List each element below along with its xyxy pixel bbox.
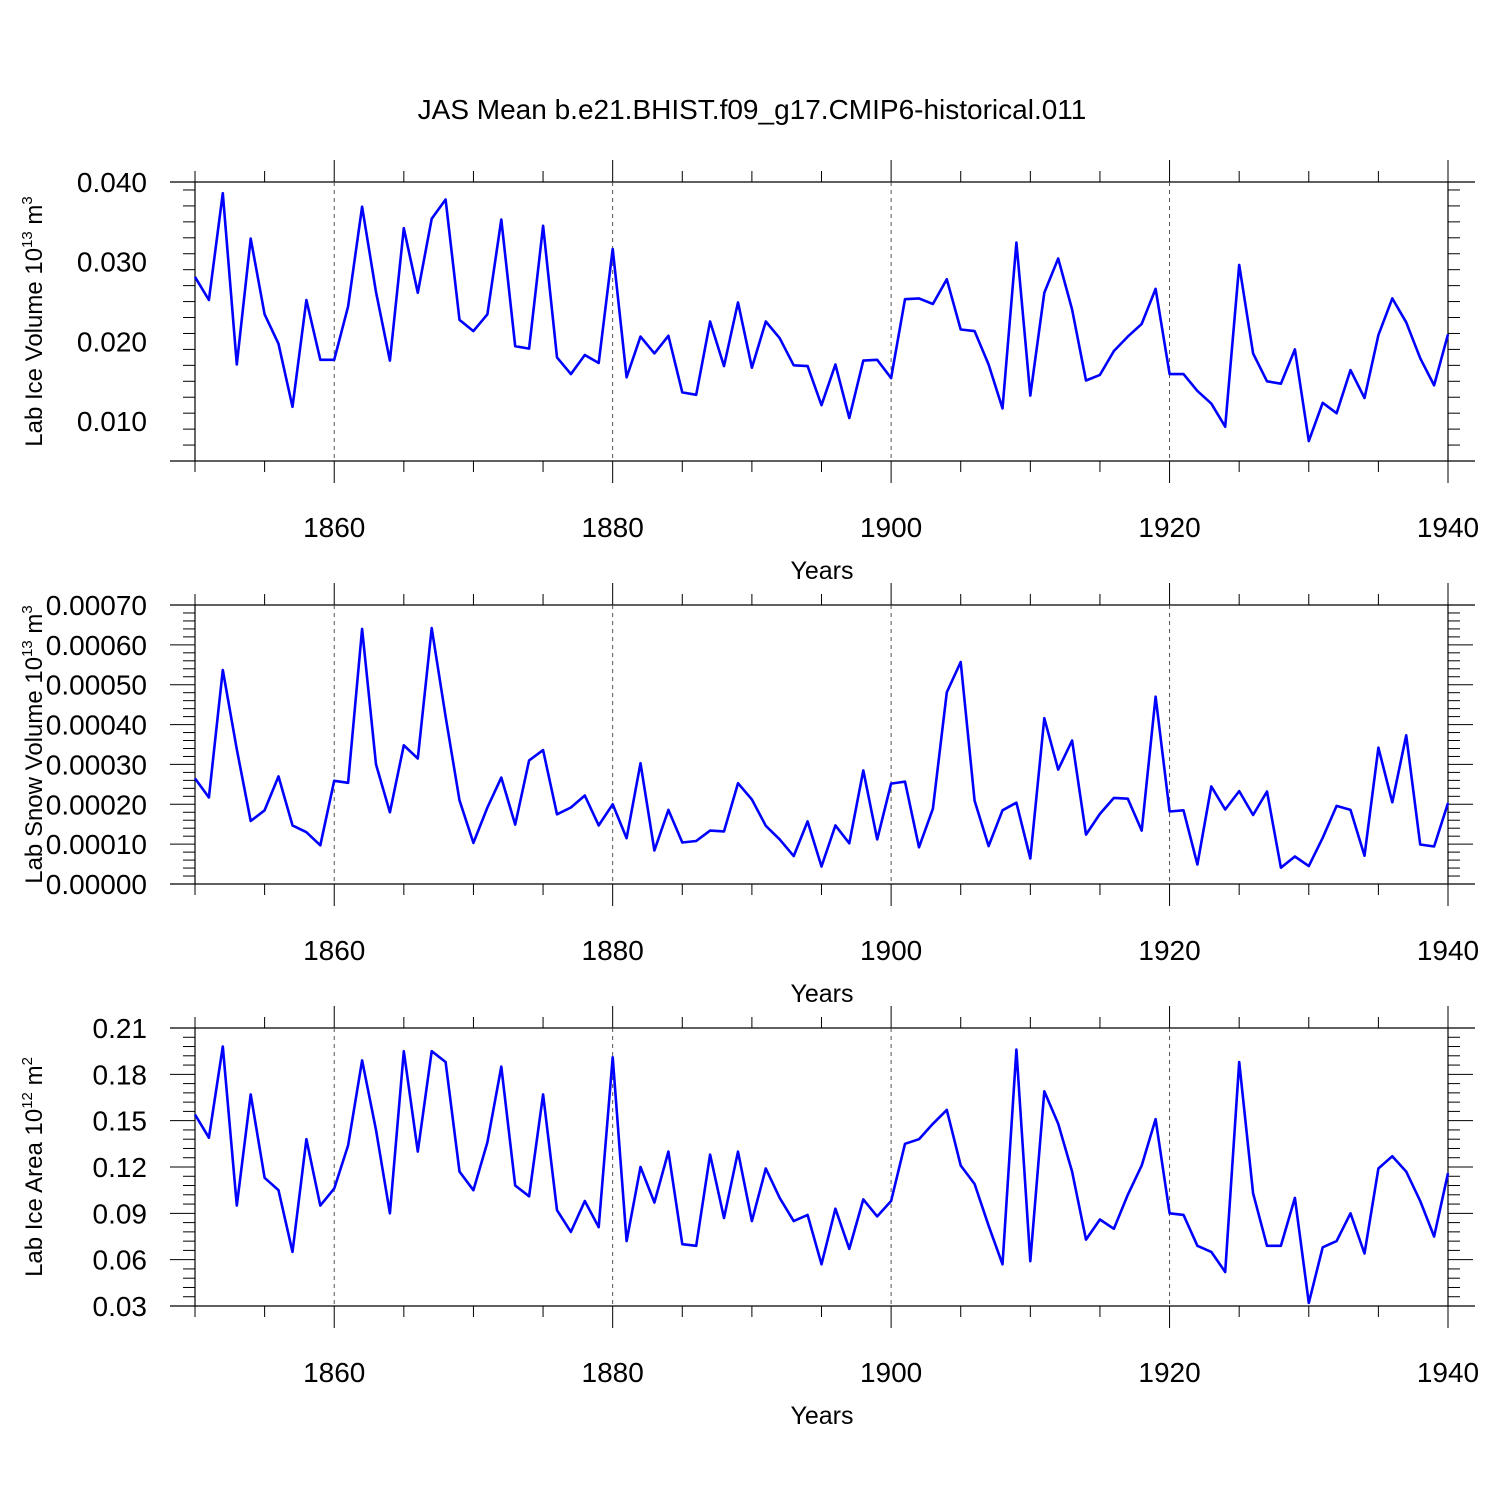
- chart-panel-3: 1860 1880 1900 1920 1940 Years 0.03 0.06 0.09 0.1…: [19, 1006, 1479, 1430]
- chart-panel-1: 1860 1880 1900 1920 1940 Years 0.010 0.020 0.030…: [19, 160, 1479, 585]
- y-tick-label-2: 0.09: [93, 1198, 148, 1229]
- y-tick-label-0: 0.00000: [46, 869, 147, 900]
- y-axis-label: Lab Snow Volume 1013 m3: [19, 605, 48, 884]
- y-tick-label-1: 0.020: [77, 326, 147, 357]
- x-tick-label-1860: 1860: [303, 512, 365, 543]
- y-tick-label-2: 0.00020: [46, 789, 147, 820]
- data-series-line: [193, 191, 1450, 443]
- y-tick-label-7: 0.00070: [46, 590, 147, 621]
- x-tick-label-1900: 1900: [860, 935, 922, 966]
- x-tick-label-1860: 1860: [303, 1357, 365, 1388]
- x-tick-label-1880: 1880: [582, 935, 644, 966]
- y-tick-label-4: 0.15: [93, 1106, 148, 1137]
- y-axis-label: Lab Ice Volume 1013 m3: [19, 196, 48, 447]
- x-tick-label-1920: 1920: [1138, 512, 1200, 543]
- chart-panels: 1860 1880 1900 1920 1940Years0.0100.0200.030…: [19, 160, 1479, 1430]
- y-tick-label-0: 0.010: [77, 406, 147, 437]
- y-tick-label-6: 0.00060: [46, 630, 147, 661]
- x-tick-label-1940: 1940: [1417, 1357, 1479, 1388]
- y-tick-label-3: 0.040: [77, 167, 147, 198]
- chart-title: JAS Mean b.e21.BHIST.f09_g17.CMIP6-histo…: [418, 94, 1087, 125]
- x-tick-label-1920: 1920: [1138, 935, 1200, 966]
- y-tick-label-3: 0.00030: [46, 749, 147, 780]
- x-tick-label-1920: 1920: [1138, 1357, 1200, 1388]
- y-tick-label-3: 0.12: [93, 1152, 148, 1183]
- x-tick-label-1900: 1900: [860, 512, 922, 543]
- data-series-line: [193, 626, 1450, 870]
- x-tick-label-1880: 1880: [582, 1357, 644, 1388]
- x-axis-label: Years: [790, 1402, 853, 1430]
- y-tick-label-6: 0.21: [93, 1013, 148, 1044]
- y-axis-label: Lab Ice Area 1012 m2: [19, 1057, 48, 1277]
- y-tick-label-5: 0.00050: [46, 670, 147, 701]
- x-tick-label-1900: 1900: [860, 1357, 922, 1388]
- x-tick-label-1940: 1940: [1417, 512, 1479, 543]
- x-axis-label: Years: [790, 980, 853, 1008]
- y-tick-label-1: 0.00010: [46, 829, 147, 860]
- x-tick-label-1940: 1940: [1417, 935, 1479, 966]
- x-axis-label: Years: [790, 557, 853, 585]
- y-tick-label-0: 0.03: [93, 1291, 148, 1322]
- x-tick-label-1860: 1860: [303, 935, 365, 966]
- x-tick-label-1880: 1880: [582, 512, 644, 543]
- y-tick-label-1: 0.06: [93, 1245, 148, 1276]
- chart-panel-2: 1860 1880 1900 1920 1940 Years 0.00000 0.00010 0…: [19, 583, 1479, 1008]
- y-tick-label-4: 0.00040: [46, 710, 147, 741]
- y-tick-label-2: 0.030: [77, 247, 147, 278]
- y-tick-label-5: 0.18: [93, 1059, 148, 1090]
- data-series-line: [193, 1045, 1450, 1305]
